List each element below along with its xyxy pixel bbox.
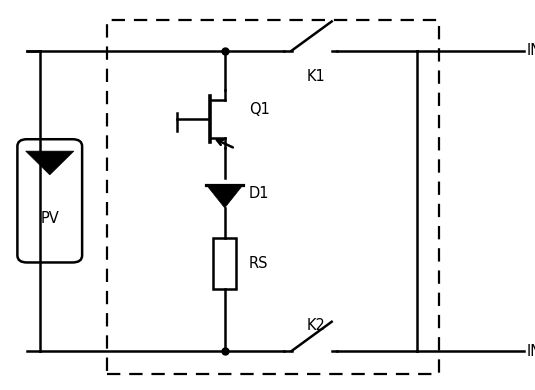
Text: PV: PV (40, 211, 59, 226)
Text: RS: RS (249, 256, 268, 271)
Text: Q1: Q1 (249, 102, 270, 117)
Bar (213, 238, 236, 289)
Polygon shape (207, 185, 243, 208)
Text: INV-: INV- (527, 344, 535, 358)
Text: K2: K2 (306, 318, 325, 333)
Bar (107, 20, 439, 374)
Text: K1: K1 (306, 69, 325, 83)
FancyBboxPatch shape (17, 139, 82, 262)
Polygon shape (26, 151, 74, 175)
Text: D1: D1 (249, 186, 269, 200)
Text: INV+: INV+ (527, 43, 535, 58)
